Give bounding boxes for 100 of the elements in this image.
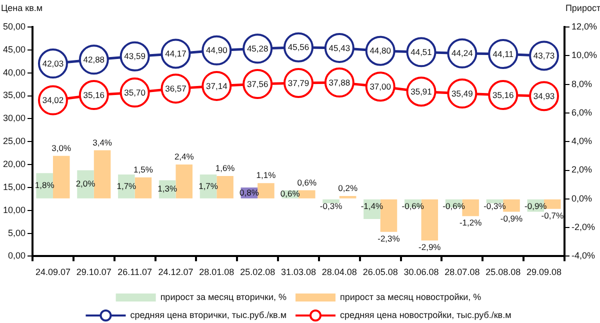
x-tick-label: 26.11.07 [118, 267, 152, 278]
data-label: 37,14 [206, 80, 228, 91]
data-label: 35,70 [124, 87, 146, 98]
data-label: 45,56 [288, 42, 310, 52]
y2-tick-label: -2,0% [571, 222, 595, 232]
data-label: 45,28 [246, 43, 268, 54]
y-tick-label: 20,00 [2, 159, 26, 170]
y2-axis-title: Прирост [565, 2, 600, 13]
y-tick-label: 5,00 [8, 228, 26, 238]
data-label: 34,02 [42, 95, 64, 106]
legend-label: прирост за месяц вторички, % [160, 292, 287, 302]
data-label: -2,9% [418, 242, 442, 252]
data-label: 44,17 [165, 48, 187, 59]
data-label: 42,03 [42, 58, 64, 68]
bar [176, 164, 193, 198]
data-label: 44,90 [206, 45, 228, 56]
y-tick-label: 10,00 [2, 204, 26, 215]
legend-label: прирост за месяц новостройки, % [340, 292, 482, 302]
x-tick-label: 31.03.08 [280, 267, 316, 278]
y2-tick-label: 8,0% [571, 78, 592, 89]
y2-tick-label: 4,0% [571, 136, 592, 146]
y-tick-label: 45,00 [2, 44, 26, 54]
data-label: -0,9% [500, 213, 524, 224]
x-tick-label: 29.10.07 [76, 267, 112, 278]
data-label: 37,79 [288, 78, 310, 88]
data-label: 37,88 [328, 77, 350, 88]
data-label: 1,6% [215, 163, 236, 174]
y2-tick-label: 6,0% [571, 107, 592, 118]
x-tick-label: 30.06.08 [404, 267, 439, 278]
data-label: -0,9% [524, 200, 548, 211]
bar [216, 176, 234, 198]
bar [298, 190, 316, 198]
data-label: 0,6% [297, 177, 318, 188]
x-tick-label: 26.05.08 [362, 267, 398, 278]
legend-label: средняя цена вторички, тыс.руб./кв.м [130, 310, 287, 320]
y-tick-label: 30,00 [2, 113, 26, 124]
x-tick-label: 25.08.08 [486, 267, 521, 278]
data-label: 1,8% [34, 180, 55, 190]
data-label: -0,6% [402, 200, 424, 211]
data-label: 3,0% [52, 143, 72, 154]
data-label: 36,57 [165, 83, 187, 94]
bar [52, 156, 70, 198]
data-label: -2,3% [378, 233, 400, 244]
data-label: 2,4% [174, 152, 194, 162]
y2-tick-label: 10,0% [571, 50, 598, 60]
x-tick-label: 28.07.08 [444, 267, 480, 278]
data-label: -0,3% [484, 200, 506, 211]
data-label: 43,73 [533, 50, 555, 61]
y-tick-label: 40,00 [2, 67, 26, 78]
bar [486, 199, 504, 204]
x-tick-label: 28.04.08 [322, 267, 357, 278]
data-label: 1,3% [158, 184, 178, 194]
y2-tick-label: 12,0% [571, 21, 598, 32]
data-label: 0,6% [280, 188, 300, 199]
legend-label: средняя цена новостройки, тыс.руб./кв.м [340, 310, 512, 320]
data-label: 43,59 [124, 51, 146, 62]
data-label: 0,2% [338, 183, 358, 194]
data-label: -0,7% [541, 210, 564, 221]
y-tick-label: 25,00 [2, 136, 26, 146]
x-tick-label: 29.09.08 [526, 267, 562, 278]
data-label: 42,88 [83, 54, 105, 64]
y-tick-label: 15,00 [2, 182, 26, 192]
data-label: 1,7% [116, 180, 137, 191]
bar [322, 199, 340, 204]
bar [94, 150, 111, 198]
data-label: -1,2% [459, 218, 482, 228]
data-label: 45,43 [328, 42, 350, 53]
data-label: 44,24 [452, 48, 474, 58]
data-label: 35,16 [83, 90, 105, 100]
y-tick-label: 50,00 [2, 21, 26, 32]
data-label: 35,91 [410, 86, 432, 96]
data-label: 1,1% [256, 170, 276, 180]
data-label: 1,7% [198, 180, 218, 191]
data-label: 37,56 [246, 78, 268, 89]
data-label: 2,0% [76, 178, 96, 189]
data-label: 37,00 [370, 81, 392, 92]
data-label: 44,80 [370, 46, 392, 56]
data-label: -0,3% [320, 200, 343, 211]
data-label: -1,4% [360, 200, 384, 211]
bar [134, 177, 152, 198]
y-tick-label: 0,00 [8, 250, 26, 261]
x-tick-label: 25.02.08 [240, 267, 276, 278]
x-tick-label: 24.12.07 [158, 267, 194, 278]
data-label: 35,16 [492, 90, 514, 100]
y2-tick-label: 2,0% [571, 164, 592, 175]
y2-tick-label: 0,0% [571, 193, 592, 204]
data-label: 1,5% [134, 164, 154, 175]
bar [118, 174, 135, 198]
bar [258, 183, 274, 198]
y2-tick-label: -4,0% [571, 250, 595, 261]
data-label: 44,11 [492, 48, 514, 59]
data-label: 3,4% [92, 137, 112, 148]
y-tick-label: 35,00 [2, 90, 26, 100]
x-tick-label: 24.09.07 [35, 267, 71, 278]
data-label: 34,93 [533, 90, 555, 101]
x-tick-label: 28.01.08 [199, 267, 234, 278]
data-label: 44,51 [410, 47, 432, 58]
data-label: -0,6% [442, 200, 466, 211]
data-label: 35,49 [452, 88, 474, 98]
y-axis-title: Цена кв.м [1, 2, 43, 13]
